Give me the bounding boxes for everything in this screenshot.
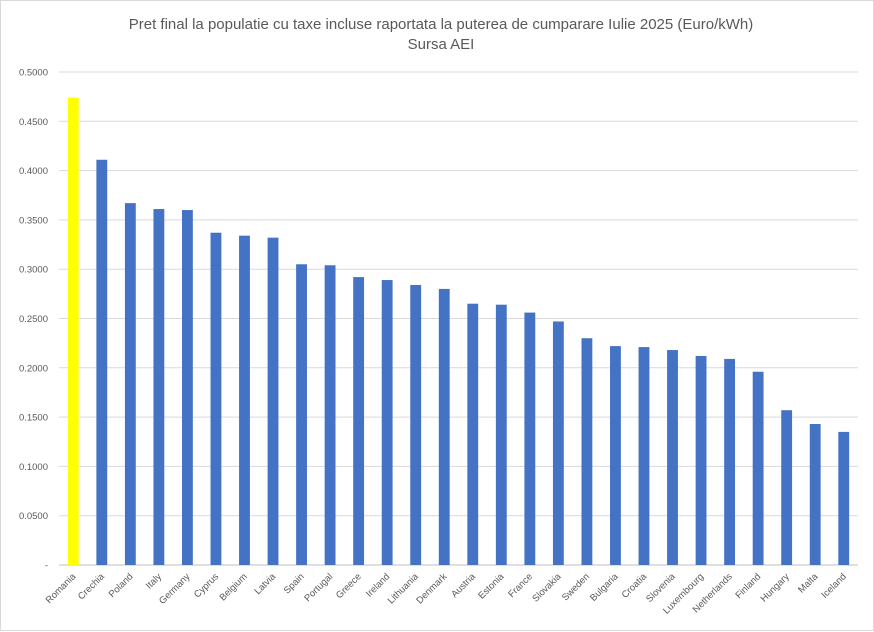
bar-italy [153, 209, 165, 565]
x-category-label: Belgium [218, 571, 250, 603]
y-tick-label: 0.1500 [19, 413, 48, 424]
x-category-label: Iceland [819, 571, 848, 600]
gridlines [59, 71, 858, 566]
bar-iceland [838, 431, 850, 565]
bar-sweden [581, 338, 593, 565]
bar-netherlands [724, 358, 736, 565]
y-tick-label: 0.1000 [19, 462, 48, 473]
bar-finland [752, 371, 764, 565]
x-category-label: Romania [44, 571, 79, 606]
x-category-label: Estonia [476, 571, 507, 602]
y-tick-label: 0.5000 [19, 68, 48, 79]
y-tick-label: 0.3500 [19, 215, 48, 226]
y-tick-label: 0.0500 [19, 511, 48, 522]
x-category-label: Hungary [759, 571, 792, 604]
x-category-label: Portugal [302, 571, 335, 604]
chart-title: Pret final la populatie cu taxe incluse … [129, 16, 754, 33]
bar-cyprus [210, 232, 222, 565]
bar-austria [467, 303, 479, 565]
bar-greece [353, 277, 365, 565]
y-tick-label: 0.3000 [19, 265, 48, 276]
bar-ireland [381, 280, 393, 565]
y-tick-label: 0.4500 [19, 117, 48, 128]
bar-germany [181, 210, 193, 566]
x-category-label: Crechia [76, 571, 107, 602]
bar-portugal [324, 265, 336, 565]
bar-france [524, 312, 536, 565]
x-category-label: Bulgaria [588, 571, 621, 604]
x-category-label: Austria [449, 571, 478, 600]
y-tick-label: - [45, 561, 48, 572]
x-category-label: Denmark [414, 571, 449, 606]
x-category-label: Latvia [252, 571, 278, 597]
bar-spain [296, 264, 307, 565]
y-tick-label: 0.2000 [19, 363, 48, 374]
y-tick-label: 0.2500 [19, 314, 48, 325]
x-category-label: Italy [144, 571, 164, 591]
x-category-label: Slovakia [530, 571, 564, 605]
x-category-label: Malta [796, 571, 821, 596]
bar-lithuania [410, 284, 422, 565]
x-category-label: Spain [282, 571, 307, 596]
bar-poland [124, 203, 136, 565]
bar-crechia [96, 159, 108, 565]
bar-romania [67, 97, 79, 566]
x-category-label: Sweden [560, 571, 592, 603]
chart-subtitle: Sursa AEI [408, 36, 475, 53]
bar-bulgaria [610, 346, 621, 565]
x-category-label: Germany [157, 571, 193, 607]
bar-belgium [239, 235, 250, 565]
x-category-label: Poland [107, 571, 136, 600]
y-tick-label: 0.4000 [19, 166, 48, 177]
bar-hungary [781, 410, 793, 565]
x-category-label: Greece [334, 571, 364, 601]
bar-slovakia [552, 321, 564, 565]
bar-latvia [267, 237, 279, 565]
bar-estonia [495, 304, 507, 565]
bar-malta [809, 424, 821, 565]
bar-croatia [638, 347, 650, 565]
bars [67, 97, 850, 566]
bar-slovenia [667, 350, 678, 565]
bar-denmark [438, 288, 450, 565]
y-axis-tick-labels: - 0.0500 0.1000 0.1500 0.2000 0.2500 0.3000 0.3… [19, 68, 48, 572]
bar-luxembourg [695, 355, 707, 565]
